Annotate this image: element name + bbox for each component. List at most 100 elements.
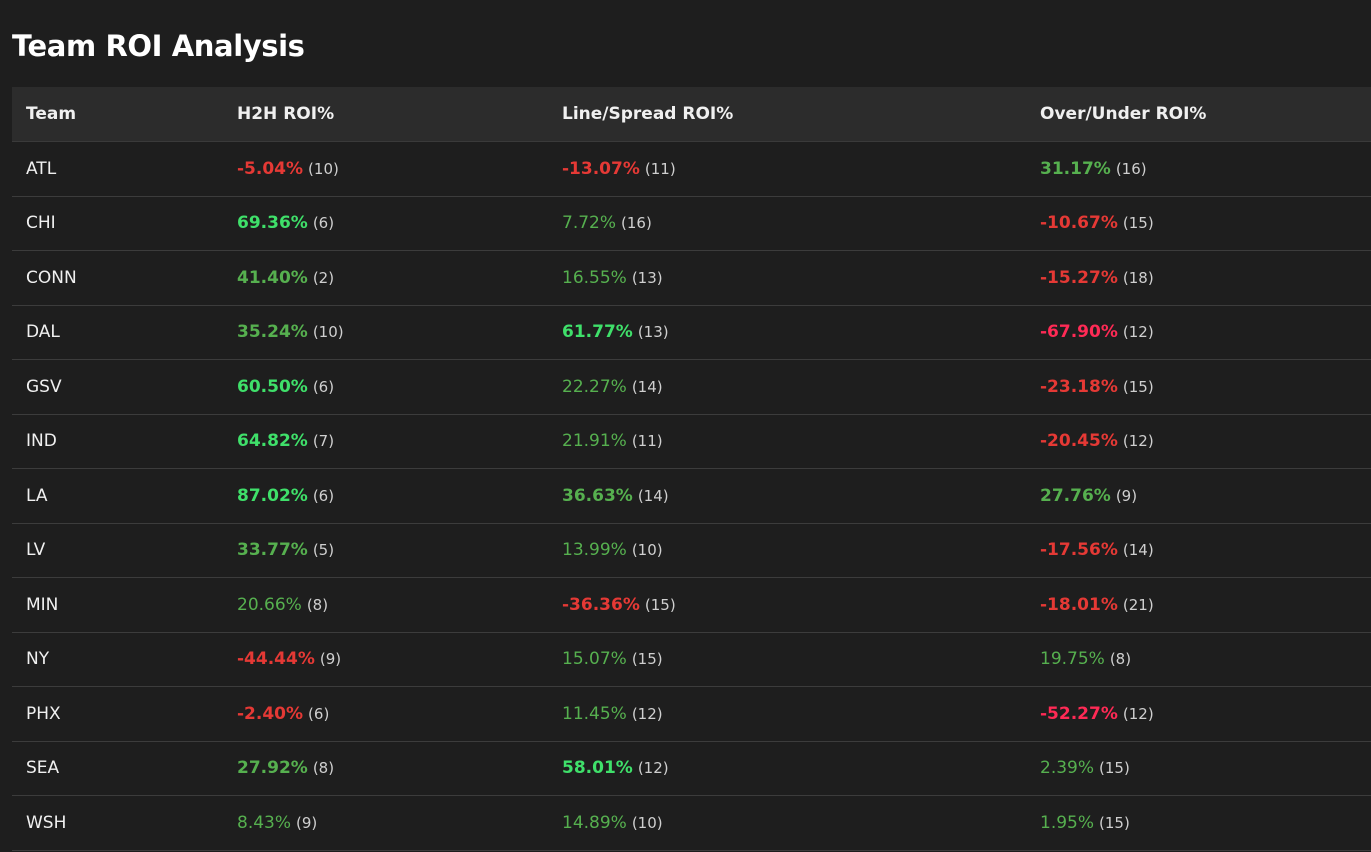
over-under-roi-value: -10.67% bbox=[1040, 213, 1118, 234]
h2h-roi-value: 64.82% bbox=[237, 431, 308, 452]
line-spread-roi-value: 7.72% bbox=[562, 213, 617, 234]
table-row[interactable]: LV 33.77% (5) 13.99% (10) -17.56% (14) bbox=[12, 523, 1371, 578]
team-cell: SEA bbox=[12, 741, 223, 796]
over-under-roi-value: -18.01% bbox=[1040, 594, 1118, 615]
h2h-cell: 27.92% (8) bbox=[223, 741, 548, 796]
column-header-team[interactable]: Team bbox=[12, 87, 223, 142]
team-cell: CONN bbox=[12, 250, 223, 306]
over-under-bet-count: (16) bbox=[1115, 159, 1147, 178]
over-under-cell: -15.27% (18) bbox=[1026, 250, 1371, 306]
line-spread-bet-count: (15) bbox=[631, 650, 663, 669]
over-under-cell: -17.56% (14) bbox=[1026, 523, 1371, 578]
table-row[interactable]: MIN 20.66% (8) -36.36% (15) -18.01% (21) bbox=[12, 577, 1371, 633]
over-under-cell: -67.90% (12) bbox=[1026, 305, 1371, 360]
over-under-roi-value: -52.27% bbox=[1040, 703, 1118, 724]
line-spread-cell: 22.27% (14) bbox=[548, 359, 1026, 415]
line-spread-cell: 21.91% (11) bbox=[548, 414, 1026, 469]
over-under-bet-count: (15) bbox=[1099, 813, 1130, 832]
over-under-cell: -23.18% (15) bbox=[1026, 359, 1371, 415]
h2h-cell: 64.82% (7) bbox=[223, 414, 548, 469]
over-under-bet-count: (9) bbox=[1115, 486, 1138, 505]
team-cell: WSH bbox=[12, 795, 223, 851]
line-spread-cell: -36.36% (15) bbox=[548, 577, 1026, 633]
table-row[interactable]: CONN 41.40% (2) 16.55% (13) -15.27% (18) bbox=[12, 250, 1371, 306]
team-cell: LA bbox=[12, 468, 223, 524]
h2h-cell: 33.77% (5) bbox=[223, 523, 548, 578]
team-cell: DAL bbox=[12, 305, 223, 360]
h2h-roi-value: 87.02% bbox=[237, 485, 308, 506]
over-under-cell: 1.95% (15) bbox=[1026, 795, 1371, 851]
h2h-bet-count: (5) bbox=[312, 541, 335, 560]
h2h-cell: 35.24% (10) bbox=[223, 305, 548, 360]
column-header-h2h[interactable]: H2H ROI% bbox=[223, 87, 548, 142]
line-spread-bet-count: (16) bbox=[621, 214, 652, 233]
table-row[interactable]: LA 87.02% (6) 36.63% (14) 27.76% (9) bbox=[12, 468, 1371, 524]
over-under-cell: -52.27% (12) bbox=[1026, 686, 1371, 742]
h2h-roi-value: 27.92% bbox=[237, 758, 308, 779]
table-row[interactable]: ATL -5.04% (10) -13.07% (11) 31.17% (16) bbox=[12, 141, 1371, 197]
over-under-bet-count: (18) bbox=[1122, 268, 1154, 287]
line-spread-cell: -13.07% (11) bbox=[548, 141, 1026, 197]
h2h-roi-value: -5.04% bbox=[237, 158, 304, 179]
line-spread-cell: 61.77% (13) bbox=[548, 305, 1026, 360]
table-row[interactable]: WSH 8.43% (9) 14.89% (10) 1.95% (15) bbox=[12, 795, 1371, 851]
h2h-roi-value: 41.40% bbox=[237, 267, 308, 288]
over-under-cell: -20.45% (12) bbox=[1026, 414, 1371, 469]
line-spread-cell: 7.72% (16) bbox=[548, 196, 1026, 251]
table-row[interactable]: SEA 27.92% (8) 58.01% (12) 2.39% (15) bbox=[12, 741, 1371, 796]
line-spread-cell: 58.01% (12) bbox=[548, 741, 1026, 796]
line-spread-bet-count: (11) bbox=[631, 432, 663, 451]
table-row[interactable]: PHX -2.40% (6) 11.45% (12) -52.27% (12) bbox=[12, 686, 1371, 742]
table-row[interactable]: DAL 35.24% (10) 61.77% (13) -67.90% (12) bbox=[12, 305, 1371, 360]
line-spread-roi-value: -36.36% bbox=[562, 594, 640, 615]
over-under-roi-value: -67.90% bbox=[1040, 322, 1118, 343]
h2h-roi-value: -2.40% bbox=[237, 703, 304, 724]
h2h-bet-count: (6) bbox=[312, 486, 335, 505]
over-under-cell: 27.76% (9) bbox=[1026, 468, 1371, 524]
table-row[interactable]: IND 64.82% (7) 21.91% (11) -20.45% (12) bbox=[12, 414, 1371, 469]
over-under-bet-count: (12) bbox=[1122, 704, 1154, 723]
table-body: ATL -5.04% (10) -13.07% (11) 31.17% (16) CHI 69.… bbox=[12, 141, 1371, 851]
line-spread-roi-value: 13.99% bbox=[562, 540, 627, 561]
h2h-cell: -5.04% (10) bbox=[223, 141, 548, 197]
table-row[interactable]: GSV 60.50% (6) 22.27% (14) -23.18% (15) bbox=[12, 359, 1371, 415]
h2h-cell: -2.40% (6) bbox=[223, 686, 548, 742]
line-spread-cell: 11.45% (12) bbox=[548, 686, 1026, 742]
team-cell: ATL bbox=[12, 141, 223, 197]
line-spread-bet-count: (14) bbox=[637, 486, 669, 505]
line-spread-bet-count: (12) bbox=[637, 759, 669, 778]
table-row[interactable]: NY -44.44% (9) 15.07% (15) 19.75% (8) bbox=[12, 632, 1371, 687]
line-spread-roi-value: -13.07% bbox=[562, 158, 640, 179]
column-header-over-under[interactable]: Over/Under ROI% bbox=[1026, 87, 1371, 142]
h2h-cell: 20.66% (8) bbox=[223, 577, 548, 633]
line-spread-roi-value: 61.77% bbox=[562, 322, 633, 343]
line-spread-cell: 36.63% (14) bbox=[548, 468, 1026, 524]
team-cell: NY bbox=[12, 632, 223, 687]
over-under-bet-count: (8) bbox=[1109, 650, 1132, 669]
header-row: Team H2H ROI% Line/Spread ROI% Over/Unde… bbox=[12, 87, 1371, 142]
h2h-bet-count: (6) bbox=[308, 704, 330, 723]
h2h-roi-value: -44.44% bbox=[237, 649, 315, 670]
line-spread-bet-count: (14) bbox=[631, 377, 663, 396]
over-under-cell: -10.67% (15) bbox=[1026, 196, 1371, 251]
column-header-line-spread[interactable]: Line/Spread ROI% bbox=[548, 87, 1026, 142]
h2h-bet-count: (9) bbox=[296, 813, 318, 832]
h2h-bet-count: (10) bbox=[312, 323, 344, 342]
roi-table: Team H2H ROI% Line/Spread ROI% Over/Unde… bbox=[12, 87, 1371, 851]
team-cell: IND bbox=[12, 414, 223, 469]
table-row[interactable]: CHI 69.36% (6) 7.72% (16) -10.67% (15) bbox=[12, 196, 1371, 251]
over-under-bet-count: (15) bbox=[1122, 377, 1154, 396]
over-under-roi-value: -17.56% bbox=[1040, 540, 1118, 561]
line-spread-cell: 16.55% (13) bbox=[548, 250, 1026, 306]
line-spread-roi-value: 22.27% bbox=[562, 376, 627, 397]
line-spread-bet-count: (13) bbox=[631, 268, 663, 287]
team-cell: GSV bbox=[12, 359, 223, 415]
h2h-roi-value: 35.24% bbox=[237, 322, 308, 343]
line-spread-bet-count: (13) bbox=[637, 323, 669, 342]
line-spread-roi-value: 16.55% bbox=[562, 267, 627, 288]
h2h-roi-value: 8.43% bbox=[237, 812, 292, 833]
h2h-roi-value: 20.66% bbox=[237, 594, 302, 615]
over-under-bet-count: (15) bbox=[1122, 214, 1154, 233]
team-cell: PHX bbox=[12, 686, 223, 742]
